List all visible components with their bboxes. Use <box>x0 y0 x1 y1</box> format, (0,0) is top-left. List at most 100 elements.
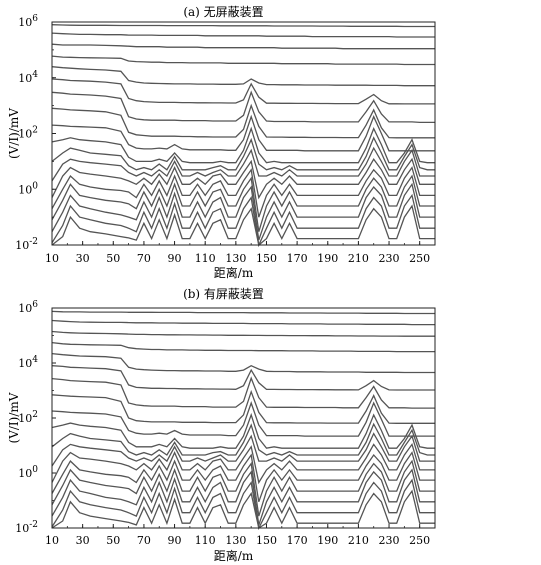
series-line-15 <box>51 459 435 517</box>
series-line-5 <box>51 66 435 87</box>
series-line-16 <box>51 182 435 241</box>
x-tick-label: 170 <box>287 534 308 547</box>
series-line-11 <box>51 422 435 456</box>
x-tick-label: 70 <box>137 534 151 547</box>
y-tick-exponent: 0 <box>32 181 38 191</box>
y-tick-base: 10 <box>18 357 32 370</box>
series-group <box>51 310 435 531</box>
series-line-9 <box>51 114 435 152</box>
series-line-3 <box>51 330 435 337</box>
series-line-8 <box>51 103 435 139</box>
x-tick-label: 50 <box>106 534 120 547</box>
series-line-15 <box>51 174 435 232</box>
x-tick-label: 90 <box>168 534 182 547</box>
series-line-4 <box>51 55 435 66</box>
y-tick-base: 10 <box>18 467 32 480</box>
x-axis-label: 距离/m <box>214 548 254 563</box>
y-tick-exponent: 6 <box>32 300 38 310</box>
series-line-8 <box>51 389 435 424</box>
y-tick-exponent: 4 <box>32 70 38 80</box>
y-tick-base: 10 <box>18 128 32 141</box>
y-tick-base: 10 <box>18 183 32 196</box>
y-tick-exponent: 6 <box>32 14 38 24</box>
x-tick-label: 10 <box>45 252 59 265</box>
y-tick-label: 10-2 <box>15 520 38 535</box>
chart-title: (b) 有屏蔽装置 <box>183 287 264 301</box>
x-tick-label: 110 <box>195 252 216 265</box>
y-axis-label: (V/I)/mV <box>7 108 21 159</box>
x-tick-label: 30 <box>76 534 90 547</box>
series-line-18 <box>51 489 435 530</box>
x-axis-label: 距离/m <box>214 265 254 280</box>
series-line-9 <box>51 401 435 437</box>
series-line-18 <box>51 204 435 247</box>
series-group <box>51 24 435 248</box>
series-line-2 <box>51 32 435 38</box>
x-tick-label: 250 <box>409 252 430 265</box>
series-line-16 <box>51 468 435 526</box>
series-line-6 <box>51 78 435 105</box>
series-line-3 <box>51 43 435 50</box>
series-line-4 <box>51 341 435 353</box>
x-tick-label: 50 <box>106 252 120 265</box>
y-tick-base: 10 <box>18 72 32 85</box>
x-tick-label: 150 <box>256 534 277 547</box>
x-tick-label: 90 <box>168 252 182 265</box>
series-line-7 <box>51 90 435 124</box>
x-tick-label: 130 <box>225 534 246 547</box>
series-line-14 <box>51 451 435 503</box>
x-tick-label: 150 <box>256 252 277 265</box>
series-line-1 <box>51 310 435 315</box>
y-tick-label: 10-2 <box>15 237 38 252</box>
x-tick-label: 130 <box>225 252 246 265</box>
series-line-7 <box>51 376 435 409</box>
x-tick-label: 250 <box>409 534 430 547</box>
series-line-10 <box>51 126 435 164</box>
y-tick-exponent: 4 <box>32 355 38 365</box>
x-tick-label: 190 <box>317 534 338 547</box>
series-line-13 <box>51 157 435 200</box>
y-axis-label: (V/I)/mV <box>7 392 21 443</box>
y-tick-exponent: -2 <box>29 520 38 530</box>
y-tick-label: 106 <box>18 300 38 315</box>
series-line-6 <box>51 365 435 391</box>
x-tick-label: 30 <box>76 252 90 265</box>
y-tick-label: 104 <box>18 355 38 370</box>
x-tick-label: 170 <box>287 252 308 265</box>
series-line-1 <box>51 24 435 28</box>
y-tick-exponent: 0 <box>32 465 38 475</box>
y-tick-base: 10 <box>18 16 32 29</box>
series-line-13 <box>51 442 435 485</box>
series-line-17 <box>51 193 435 248</box>
y-tick-label: 106 <box>18 14 38 29</box>
x-tick-label: 210 <box>348 252 369 265</box>
series-line-5 <box>51 352 435 374</box>
y-tick-label: 104 <box>18 70 38 85</box>
series-line-2 <box>51 319 435 326</box>
x-tick-label: 110 <box>195 534 216 547</box>
y-tick-base: 10 <box>18 302 32 315</box>
plot-frame <box>51 21 436 246</box>
y-tick-exponent: -2 <box>29 237 38 247</box>
y-tick-base: 10 <box>18 412 32 425</box>
series-line-17 <box>51 478 435 531</box>
x-tick-label: 70 <box>137 252 151 265</box>
y-tick-exponent: 2 <box>32 410 38 420</box>
x-tick-label: 230 <box>379 534 400 547</box>
y-tick-label: 102 <box>18 126 38 141</box>
y-tick-exponent: 2 <box>32 126 38 136</box>
x-tick-label: 230 <box>379 252 400 265</box>
x-tick-label: 10 <box>45 534 59 547</box>
y-tick-label: 102 <box>18 410 38 425</box>
series-line-12 <box>51 146 435 182</box>
y-tick-label: 100 <box>18 181 38 196</box>
y-tick-base: 10 <box>15 239 29 252</box>
x-tick-label: 190 <box>317 252 338 265</box>
chart-title: (a) 无屏蔽装置 <box>183 5 263 19</box>
series-line-14 <box>51 166 435 218</box>
series-line-11 <box>51 136 435 171</box>
series-line-10 <box>51 412 435 449</box>
